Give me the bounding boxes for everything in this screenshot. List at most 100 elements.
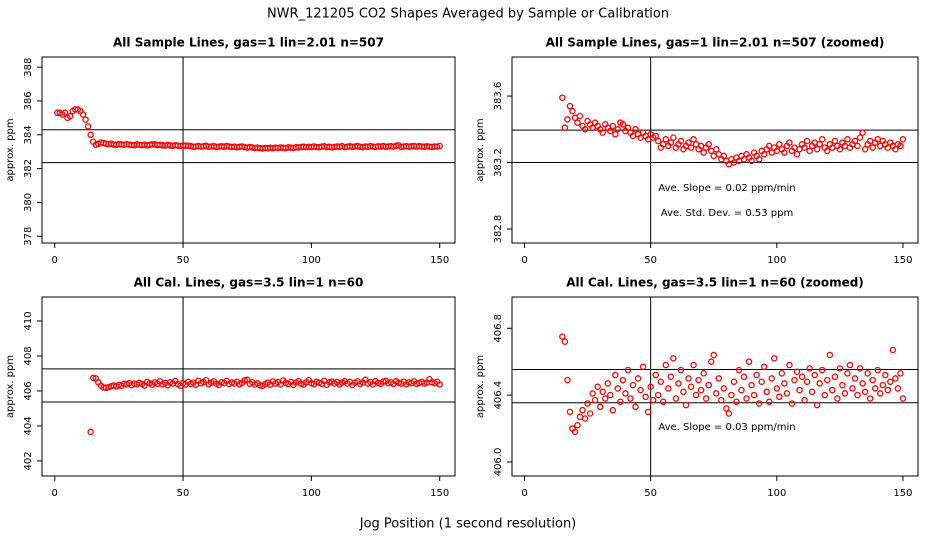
data-point bbox=[887, 378, 894, 385]
data-point bbox=[710, 351, 717, 359]
data-point bbox=[662, 136, 670, 143]
data-point bbox=[652, 371, 659, 379]
y-axis-label: approx. ppm bbox=[475, 355, 486, 418]
plot-frame bbox=[41, 56, 456, 244]
data-point bbox=[796, 386, 803, 394]
data-point bbox=[79, 111, 87, 118]
data-point bbox=[869, 144, 876, 151]
data-point bbox=[781, 380, 788, 387]
x-tick-label: 50 bbox=[177, 488, 190, 499]
data-point bbox=[644, 408, 652, 416]
data-point bbox=[685, 139, 692, 146]
x-axis-label: Jog Position (1 second resolution) bbox=[359, 517, 577, 532]
data-point bbox=[632, 126, 639, 133]
data-point bbox=[793, 150, 801, 158]
data-point bbox=[700, 370, 707, 377]
data-point bbox=[564, 116, 571, 123]
data-point bbox=[89, 374, 97, 382]
data-point bbox=[846, 361, 854, 369]
data-point bbox=[892, 146, 899, 153]
annotation: Ave. Std. Dev. = 0.53 ppm bbox=[661, 208, 793, 219]
y-tick-label: 384 bbox=[23, 125, 34, 144]
data-point bbox=[720, 152, 728, 160]
data-point bbox=[584, 400, 591, 407]
data-point bbox=[735, 366, 743, 374]
data-point bbox=[687, 383, 695, 391]
data-point bbox=[436, 381, 443, 388]
data-point bbox=[571, 428, 579, 436]
data-point bbox=[586, 410, 594, 417]
x-tick-label: 0 bbox=[52, 488, 58, 499]
data-point bbox=[662, 361, 670, 369]
data-point bbox=[604, 380, 612, 387]
data-point bbox=[665, 385, 672, 392]
data-point bbox=[612, 371, 619, 379]
data-point bbox=[763, 388, 770, 396]
data-point bbox=[637, 386, 644, 394]
data-point bbox=[776, 141, 783, 148]
x-tick-label: 0 bbox=[52, 255, 58, 266]
data-point bbox=[755, 400, 763, 407]
data-point bbox=[720, 385, 728, 392]
data-point bbox=[677, 366, 685, 374]
data-point bbox=[574, 119, 581, 126]
data-point bbox=[66, 112, 74, 120]
data-point bbox=[675, 380, 682, 387]
data-point bbox=[773, 385, 781, 392]
y-tick-label: 402 bbox=[23, 451, 34, 470]
y-tick-label: 386 bbox=[23, 91, 34, 110]
data-point bbox=[692, 391, 700, 399]
data-point bbox=[859, 129, 866, 136]
data-point bbox=[695, 376, 702, 384]
data-point bbox=[579, 406, 586, 414]
y-axis-label: approx. ppm bbox=[475, 118, 486, 181]
y-axis-label: approx. ppm bbox=[5, 118, 16, 181]
panel-title: All Cal. Lines, gas=3.5 lin=1 n=60 (zoom… bbox=[566, 276, 864, 290]
data-point bbox=[436, 142, 443, 150]
data-point bbox=[619, 376, 627, 384]
data-point bbox=[738, 386, 745, 394]
data-point bbox=[808, 388, 816, 396]
data-point bbox=[561, 338, 569, 345]
data-point bbox=[854, 391, 861, 399]
data-point bbox=[851, 375, 859, 382]
data-point bbox=[869, 376, 876, 384]
data-point bbox=[831, 373, 839, 380]
y-tick-label: 406.4 bbox=[493, 381, 504, 410]
data-point bbox=[614, 385, 622, 392]
data-point bbox=[723, 405, 730, 412]
data-point bbox=[821, 391, 829, 399]
data-point bbox=[806, 365, 813, 372]
data-point bbox=[892, 375, 899, 382]
data-point bbox=[705, 141, 712, 148]
y-tick-label: 406.8 bbox=[493, 314, 504, 343]
data-point bbox=[654, 137, 662, 145]
data-point bbox=[803, 378, 811, 385]
data-point bbox=[836, 365, 844, 372]
data-point bbox=[844, 370, 851, 377]
x-tick-label: 150 bbox=[893, 255, 912, 266]
data-point bbox=[748, 381, 755, 389]
data-point bbox=[730, 378, 738, 385]
data-point bbox=[783, 390, 791, 397]
data-point bbox=[87, 428, 94, 436]
data-point bbox=[652, 132, 659, 140]
panel-title: All Sample Lines, gas=1 lin=2.01 n=507 bbox=[113, 36, 384, 50]
data-point bbox=[765, 398, 773, 406]
data-point bbox=[589, 390, 596, 397]
data-point bbox=[861, 146, 869, 153]
data-point bbox=[803, 137, 811, 145]
data-point bbox=[576, 112, 584, 120]
y-tick-label: 383.2 bbox=[493, 148, 504, 177]
data-point bbox=[894, 385, 902, 392]
annotation: Ave. Slope = 0.02 ppm/min bbox=[658, 183, 795, 194]
y-tick-label: 406.0 bbox=[493, 448, 504, 477]
panel-title: All Sample Lines, gas=1 lin=2.01 n=507 (… bbox=[546, 36, 885, 50]
data-point bbox=[574, 421, 581, 429]
data-point bbox=[836, 146, 844, 153]
data-point bbox=[622, 390, 629, 397]
data-point bbox=[559, 333, 566, 340]
data-point bbox=[657, 378, 665, 385]
